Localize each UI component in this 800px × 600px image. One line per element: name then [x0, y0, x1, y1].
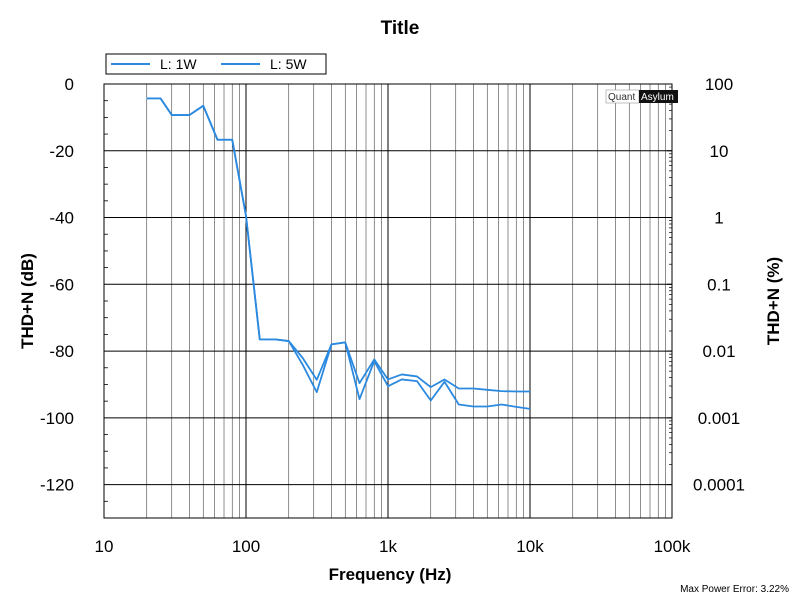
legend-label-5w: L: 5W [270, 56, 307, 72]
y-tick-label: -40 [49, 209, 74, 228]
x-tick-label: 10 [95, 537, 114, 556]
y2-tick-label: 100 [705, 75, 733, 94]
y-tick-label: -60 [49, 275, 74, 294]
brand-badge-dark [639, 90, 678, 103]
y-tick-label: -20 [49, 142, 74, 161]
y2-tick-label: 10 [710, 142, 729, 161]
y2-tick-label: 0.1 [707, 275, 731, 294]
y-tick-label: -100 [40, 409, 74, 428]
plot-frame [103, 83, 673, 519]
legend-box [105, 53, 327, 75]
y-axis-title: THD+N (dB) [18, 253, 37, 349]
y2-axis-title: THD+N (%) [764, 257, 783, 345]
y2-tick-label: 1 [714, 209, 723, 228]
brand-text-asylum: Asylum [641, 92, 674, 103]
y2-axis-tick-labels: 100 10 1 0.1 0.01 0.001 0.0001 [693, 75, 745, 495]
legend: L: 1W L: 5W [105, 53, 327, 75]
x-tick-label: 10k [516, 537, 544, 556]
x-tick-label: 1k [379, 537, 397, 556]
series-line-5w [146, 97, 531, 410]
x-axis-title: Frequency (Hz) [329, 565, 452, 584]
y2-tick-label: 0.0001 [693, 476, 745, 495]
y-axis-tick-labels: 0 -20 -40 -60 -80 -100 -120 [40, 75, 74, 495]
y2-tick-label: 0.001 [698, 409, 741, 428]
legend-label-1w: L: 1W [160, 56, 197, 72]
minor-grid [146, 84, 666, 518]
y-tick-label: -120 [40, 476, 74, 495]
y2-tick-label: 0.01 [702, 342, 735, 361]
series-layer [146, 97, 531, 410]
x-tick-label: 100 [232, 537, 260, 556]
x-axis-tick-labels: 10 100 1k 10k 100k [95, 537, 691, 556]
y-tick-label: 0 [65, 75, 74, 94]
max-power-error-note: Max Power Error: 3.22% [680, 584, 789, 595]
y-tick-label: -80 [49, 342, 74, 361]
chart-title: Title [381, 18, 420, 39]
brand-badge: Quant Asylum [605, 89, 678, 104]
plot-border [103, 83, 673, 519]
x-tick-label: 100k [654, 537, 691, 556]
brand-text-quant: Quant [608, 92, 635, 103]
